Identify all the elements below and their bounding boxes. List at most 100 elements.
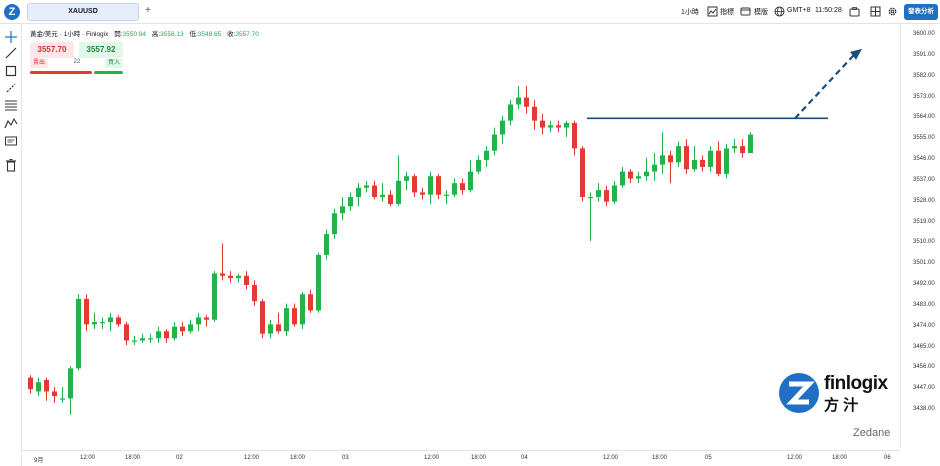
candle-body — [116, 317, 121, 325]
timezone-selector[interactable]: GMT+8 — [787, 7, 811, 14]
candle-body — [212, 273, 217, 320]
trend-line-icon[interactable] — [4, 46, 18, 60]
candle-body — [548, 125, 553, 128]
rectangle-tool-icon[interactable] — [4, 64, 18, 78]
candle-body — [132, 340, 137, 342]
templates-icon[interactable] — [740, 6, 751, 17]
fibonacci-icon[interactable] — [4, 98, 18, 112]
candle-body — [228, 275, 233, 279]
candle-body — [356, 187, 361, 198]
camera-icon[interactable] — [849, 6, 860, 17]
credit-watermark: Zedane — [853, 427, 891, 439]
trade-panel: 3557.70 3557.92 賣出 22 買入 — [30, 42, 124, 76]
candle-body — [188, 324, 193, 332]
candlestick-chart[interactable] — [22, 24, 900, 450]
trash-icon[interactable] — [4, 158, 18, 172]
pattern-tool-icon[interactable] — [4, 116, 18, 130]
finlogix-watermark: finlogix 方 汁 — [778, 372, 898, 416]
candle-body — [156, 331, 161, 339]
time-tick-label: 03 — [342, 455, 349, 461]
candle-body — [28, 377, 33, 390]
candle-body — [716, 150, 721, 174]
candle-body — [452, 183, 457, 195]
candle-body — [492, 134, 497, 151]
candle-body — [380, 194, 385, 198]
candle-body — [260, 301, 265, 334]
interval-selector[interactable]: 1小時 — [681, 9, 699, 16]
candle-body — [36, 382, 41, 392]
candle-body — [300, 294, 305, 325]
publish-analysis-button[interactable]: 發表分析 — [904, 4, 938, 20]
time-tick-label: 18:00 — [832, 455, 848, 461]
legend-open: 3550.94 — [122, 31, 147, 38]
indicators-button[interactable]: 指標 — [720, 9, 734, 16]
candle-body — [44, 379, 49, 392]
candle-body — [140, 338, 145, 341]
text-tool-icon[interactable] — [4, 134, 18, 148]
candle-body — [604, 190, 609, 202]
candle-body — [108, 317, 113, 323]
templates-button[interactable]: 模版 — [754, 9, 768, 16]
time-tick-label: 06 — [884, 455, 891, 461]
time-axis[interactable]: 9月 12:00 18:00 02 12:00 18:00 03 12:00 18:00 04 12… — [22, 450, 900, 466]
legend-low-label: 低: — [189, 31, 198, 38]
candle-body — [236, 275, 241, 279]
symbol-tab[interactable]: XAUUSD — [27, 3, 139, 21]
candle-body — [292, 308, 297, 325]
drawing-toolbar — [0, 24, 22, 466]
globe-icon[interactable] — [774, 6, 785, 17]
candle-body — [276, 324, 281, 332]
candle-body — [532, 106, 537, 121]
candle-body — [244, 275, 249, 285]
price-tick-label: 3591.00 — [913, 51, 935, 58]
candle-body — [588, 197, 593, 199]
price-tick-label: 3573.00 — [913, 93, 935, 100]
candle-body — [372, 185, 377, 198]
buy-price-button[interactable]: 3557.92 — [79, 42, 123, 58]
candle-body — [180, 326, 185, 332]
crosshair-icon[interactable] — [4, 30, 18, 44]
add-tab-button[interactable]: + — [145, 5, 151, 16]
finlogix-logo-icon[interactable]: Z — [4, 4, 20, 20]
candle-body — [428, 176, 433, 195]
watermark-cn: 方 汁 — [824, 397, 859, 414]
indicators-icon[interactable] — [707, 6, 718, 17]
candle-body — [524, 97, 529, 107]
candle-body — [364, 185, 369, 188]
candle-body — [476, 160, 481, 172]
candle-body — [556, 125, 561, 128]
candle-body — [68, 368, 73, 399]
sell-label[interactable]: 賣出 — [30, 59, 48, 68]
buy-label[interactable]: 買入 — [105, 59, 123, 68]
buy-volume-bar — [94, 71, 123, 74]
candle-body — [724, 148, 729, 174]
candle-body — [396, 180, 401, 204]
price-tick-label: 3537.00 — [913, 176, 935, 183]
candle-body — [740, 146, 745, 154]
brush-icon[interactable] — [4, 81, 18, 95]
candle-body — [636, 176, 641, 179]
candle-body — [252, 285, 257, 302]
price-tick-label: 3474.00 — [913, 322, 935, 329]
candle-body — [340, 206, 345, 214]
candle-body — [708, 150, 713, 167]
candle-body — [388, 194, 393, 204]
candle-body — [76, 298, 81, 369]
time-tick-label: 12:00 — [80, 455, 96, 461]
candle-body — [684, 146, 689, 170]
legend-low: 3548.65 — [197, 31, 222, 38]
layout-grid-icon[interactable] — [870, 6, 881, 17]
candle-body — [420, 192, 425, 195]
price-axis[interactable]: 3600.00 3591.00 3582.00 3573.00 3564.00 3555.… — [900, 24, 940, 448]
sell-price-button[interactable]: 3557.70 — [30, 42, 74, 58]
price-tick-label: 3555.00 — [913, 135, 935, 142]
legend-high-label: 高: — [151, 31, 161, 38]
candle-body — [220, 273, 225, 276]
gear-icon[interactable] — [887, 6, 898, 17]
time-tick-label: 18:00 — [652, 455, 668, 461]
price-tick-label: 3492.00 — [913, 281, 935, 287]
candle-body — [484, 150, 489, 160]
candle-body — [124, 324, 129, 341]
candle-body — [572, 122, 577, 149]
price-tick-label: 3456.00 — [913, 364, 935, 371]
